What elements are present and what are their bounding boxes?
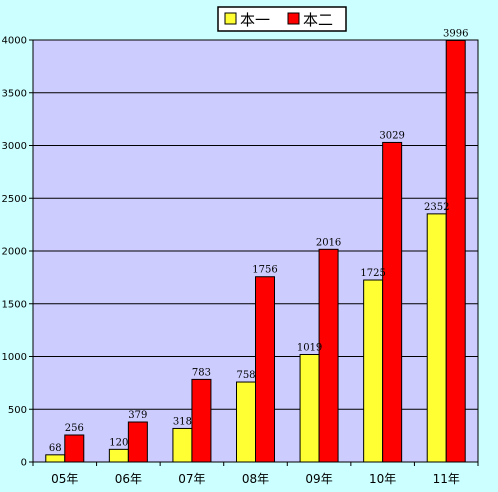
x-tick-label: 08年: [242, 472, 269, 486]
data-label: 318: [173, 416, 192, 427]
legend-label: 本一: [240, 11, 270, 29]
x-tick-label: 06年: [115, 472, 142, 486]
bar: [445, 39, 466, 463]
bar: [108, 448, 129, 463]
bar: [426, 213, 447, 463]
x-tick-label: 09年: [305, 472, 332, 486]
data-label: 1725: [360, 268, 385, 279]
bar: [172, 427, 193, 463]
data-label: 783: [192, 367, 211, 378]
legend-label: 本二: [303, 11, 333, 29]
data-label: 120: [109, 437, 128, 448]
y-tick-label: 3000: [2, 141, 27, 152]
x-tick-label: 11年: [433, 472, 460, 486]
bar: [255, 276, 275, 463]
legend-swatch: [224, 12, 237, 25]
data-label: 758: [236, 370, 255, 381]
x-tick-label: 05年: [51, 472, 78, 486]
bar: [64, 434, 85, 463]
y-tick-label: 500: [8, 405, 27, 416]
bar: [45, 454, 66, 463]
data-label: 68: [49, 443, 62, 454]
bars: [45, 39, 466, 463]
gridlines: [33, 92, 478, 410]
bar: [191, 378, 212, 463]
y-tick-label: 3500: [2, 88, 27, 99]
bar: [299, 353, 320, 463]
data-label: 2352: [424, 202, 449, 213]
data-label: 2016: [316, 237, 341, 248]
data-label: 379: [128, 410, 147, 421]
y-tick-label: 2000: [2, 247, 27, 258]
x-tick-label: 10年: [369, 472, 396, 486]
y-axis: 0 500 1000 1500 2000 2500 3000 3500 4000: [2, 36, 33, 469]
bar: [236, 381, 256, 463]
y-tick-label: 2500: [2, 194, 27, 205]
bar: [363, 279, 384, 463]
bar: [382, 141, 403, 463]
x-axis: 05年 06年 07年 08年 09年 10年 11年: [32, 462, 479, 486]
y-tick-label: 1000: [2, 352, 27, 363]
data-label: 3996: [443, 28, 468, 39]
bar: [318, 248, 339, 463]
data-label: 3029: [379, 130, 404, 141]
y-tick-label: 0: [21, 458, 27, 469]
data-label: 1019: [297, 342, 322, 353]
bar: [127, 421, 148, 463]
legend-swatch: [287, 12, 300, 25]
y-tick-label: 1500: [2, 299, 27, 310]
data-label: 256: [65, 423, 84, 434]
x-tick-label: 07年: [178, 472, 205, 486]
legend-box: [217, 6, 347, 32]
data-label: 1756: [252, 265, 277, 276]
y-tick-label: 4000: [2, 36, 27, 47]
legend: 本一 本二: [217, 6, 347, 32]
